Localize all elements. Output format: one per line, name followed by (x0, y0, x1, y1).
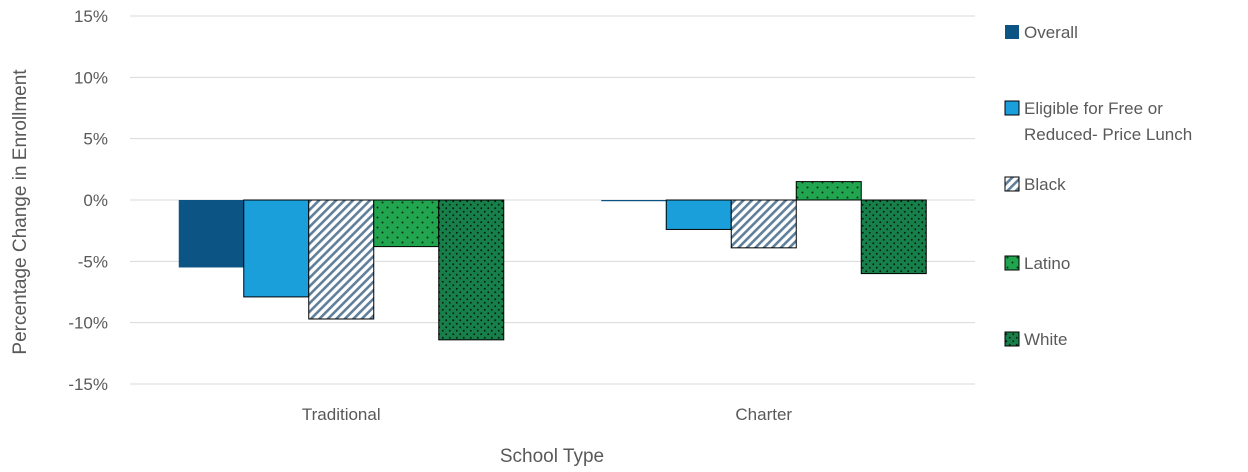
bar-eligible-for-free-or-reduced-price-lunch-traditional (243, 199, 310, 298)
legend-swatch-white (1004, 331, 1020, 347)
x-axis-title: School Type (500, 446, 604, 467)
x-category-label: Traditional (302, 405, 381, 424)
legend-label: Overall (1024, 23, 1078, 42)
legend-label: Reduced- Price Lunch (1024, 125, 1192, 144)
y-tick-label: 10% (74, 68, 108, 87)
bar-latino-charter (795, 181, 862, 201)
bar-black-charter (730, 199, 797, 249)
legend-swatch-overall (1005, 25, 1019, 39)
y-tick-label: -5% (78, 252, 108, 271)
legend: Overall Eligible for Free or Reduced- Pric… (1004, 23, 1192, 349)
bar-latino-traditional (373, 199, 440, 248)
y-axis-ticks: 15% 10% 5% 0% -5% -10% -15% (68, 7, 108, 394)
y-tick-label: -15% (68, 375, 108, 394)
legend-label: Latino (1024, 254, 1070, 273)
bar-white-charter (860, 199, 927, 275)
legend-swatch-eligible-for-free-or-reduced-price-lunch (1004, 100, 1020, 116)
legend-label: Eligible for Free or (1024, 99, 1163, 118)
bar-overall-traditional (178, 200, 244, 268)
y-tick-label: 5% (83, 130, 108, 149)
x-axis-categories: Traditional Charter (302, 405, 793, 424)
x-category-label: Charter (735, 405, 792, 424)
bar-black-traditional (308, 199, 375, 320)
y-tick-label: 0% (83, 191, 108, 210)
y-tick-label: 15% (74, 7, 108, 26)
y-axis-title: Percentage Change in Enrollment (10, 69, 31, 355)
legend-label: Black (1024, 175, 1066, 194)
bar-eligible-for-free-or-reduced-price-lunch-charter (665, 199, 732, 230)
bar-overall-charter (601, 200, 667, 202)
bars (178, 181, 927, 341)
y-tick-label: -10% (68, 314, 108, 333)
bar-white-traditional (438, 199, 505, 341)
legend-swatch-black (1004, 176, 1020, 192)
legend-label: White (1024, 330, 1067, 349)
legend-swatch-latino (1004, 255, 1020, 271)
